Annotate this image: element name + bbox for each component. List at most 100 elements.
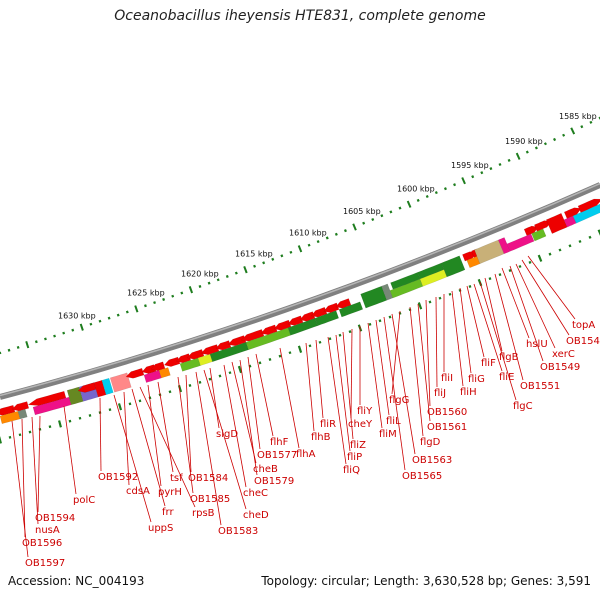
gene-label-connector [223, 364, 247, 488]
ruler-tick [44, 337, 47, 341]
ruler-tick [325, 236, 329, 240]
gene-feature [545, 212, 568, 234]
gene-label-connector [327, 336, 347, 465]
ruler-tick [543, 142, 547, 146]
gene-ruler-tick [308, 344, 312, 348]
gene-ruler-tick [278, 354, 282, 358]
ruler-tick [79, 323, 84, 331]
gene-label: OB1585 [190, 494, 230, 505]
gene-ruler-tick [468, 285, 472, 288]
gene-label: OB1551 [520, 381, 560, 392]
gene-label: fliI [441, 373, 453, 384]
gene-label: flgD [420, 437, 441, 448]
gene-label: flhA [296, 449, 316, 460]
gene-ruler-tick [537, 254, 543, 262]
kbp-tick-label: 1595 kbp [451, 161, 489, 170]
gene-feature [11, 401, 30, 412]
gene-ruler-tick [448, 292, 452, 296]
gene-label: fliJ [434, 388, 446, 399]
gene-label: fliG [468, 374, 485, 385]
ruler-tick [471, 175, 475, 179]
backbone-line [0, 182, 600, 400]
gene-ruler-tick [578, 239, 582, 244]
gene-label-connector [451, 290, 464, 387]
backbone-highlight [0, 182, 600, 397]
gene-ruler-tick [237, 365, 243, 374]
ruler-tick [534, 146, 538, 150]
gene-label: flgB [499, 352, 519, 363]
gene-label-connector [494, 273, 524, 381]
gene-ruler-tick [218, 374, 222, 378]
genome-backbone [0, 182, 600, 400]
gene-label-connector [425, 299, 431, 407]
gene-label: fliQ [343, 465, 360, 476]
ruler-tick [125, 310, 129, 314]
gene-ruler-tick [138, 399, 142, 403]
gene-label-lines [11, 255, 576, 558]
gene-label-connector [315, 339, 324, 419]
ruler-tick [180, 291, 184, 295]
gene-ruler-tick [208, 377, 212, 381]
gene-label-connector [305, 342, 315, 432]
ruler-tick [507, 158, 511, 162]
gene-label: polC [73, 495, 95, 506]
gene-label-connector [11, 420, 29, 558]
gene-label-connector [209, 367, 220, 429]
ruler-tick [316, 240, 320, 244]
gene-label-connector [21, 418, 26, 538]
gene-label: OB1561 [427, 422, 467, 433]
ruler-tick [453, 183, 457, 187]
ruler-tick [352, 223, 357, 231]
gene-label: rpsB [192, 508, 215, 519]
ruler-tick [171, 294, 175, 298]
kbp-tick-label: 1600 kbp [397, 185, 435, 194]
gene-label-connector [417, 303, 431, 422]
ruler-tick [343, 229, 347, 233]
ruler-tick [416, 198, 420, 202]
gene-label-connector [459, 287, 472, 374]
gene-label-connector [342, 331, 354, 440]
gene-label-connector [350, 328, 353, 419]
gene-label: flhB [311, 432, 331, 443]
gene-ruler-tick [597, 229, 600, 236]
gene-feature [109, 372, 132, 393]
gene-label-connector [375, 319, 390, 416]
ruler-tick [307, 243, 311, 247]
ruler-tick [207, 281, 211, 285]
gene-label-connector [466, 285, 485, 358]
gene-label: hslU [526, 339, 548, 350]
gene-ruler-tick [168, 390, 172, 394]
gene-label-connector [157, 381, 174, 473]
gene-label: fliF [481, 358, 496, 369]
gene-feature [338, 301, 364, 318]
gene-ruler-tick [288, 351, 292, 355]
gene-feature [531, 228, 547, 242]
gene-feature [563, 207, 582, 219]
kbp-tick-label: 1610 kbp [289, 229, 327, 238]
gene-label: frr [162, 507, 174, 518]
gene-ruler-tick [297, 345, 303, 353]
ruler-tick [53, 334, 56, 338]
gene-label: fliL [386, 416, 401, 427]
ruler-tick [253, 264, 257, 268]
gene-label-connector [391, 313, 416, 455]
gene-label: topA [572, 320, 595, 331]
gene-feature [441, 255, 466, 278]
gene-label-connector [203, 369, 247, 510]
gene-label-connector [177, 376, 194, 494]
ruler-tick [570, 127, 576, 135]
gene-label-connector [63, 405, 77, 495]
gene-feature [17, 408, 28, 420]
gene-label: fliP [347, 452, 362, 463]
gene-ruler-tick [428, 300, 432, 304]
gene-label-connector [247, 356, 261, 450]
ruler-tick [562, 133, 566, 137]
gene-ruler-tick [228, 371, 232, 375]
gene-ruler-tick [328, 337, 332, 341]
gene-ruler-tick [568, 244, 572, 248]
gene-label: OB1594 [35, 513, 75, 524]
kbp-tick-label: 1605 kbp [343, 207, 381, 216]
gene-label: OB1565 [402, 471, 442, 482]
gene-ruler-tick [88, 414, 92, 417]
gene-label: cheC [243, 488, 268, 499]
